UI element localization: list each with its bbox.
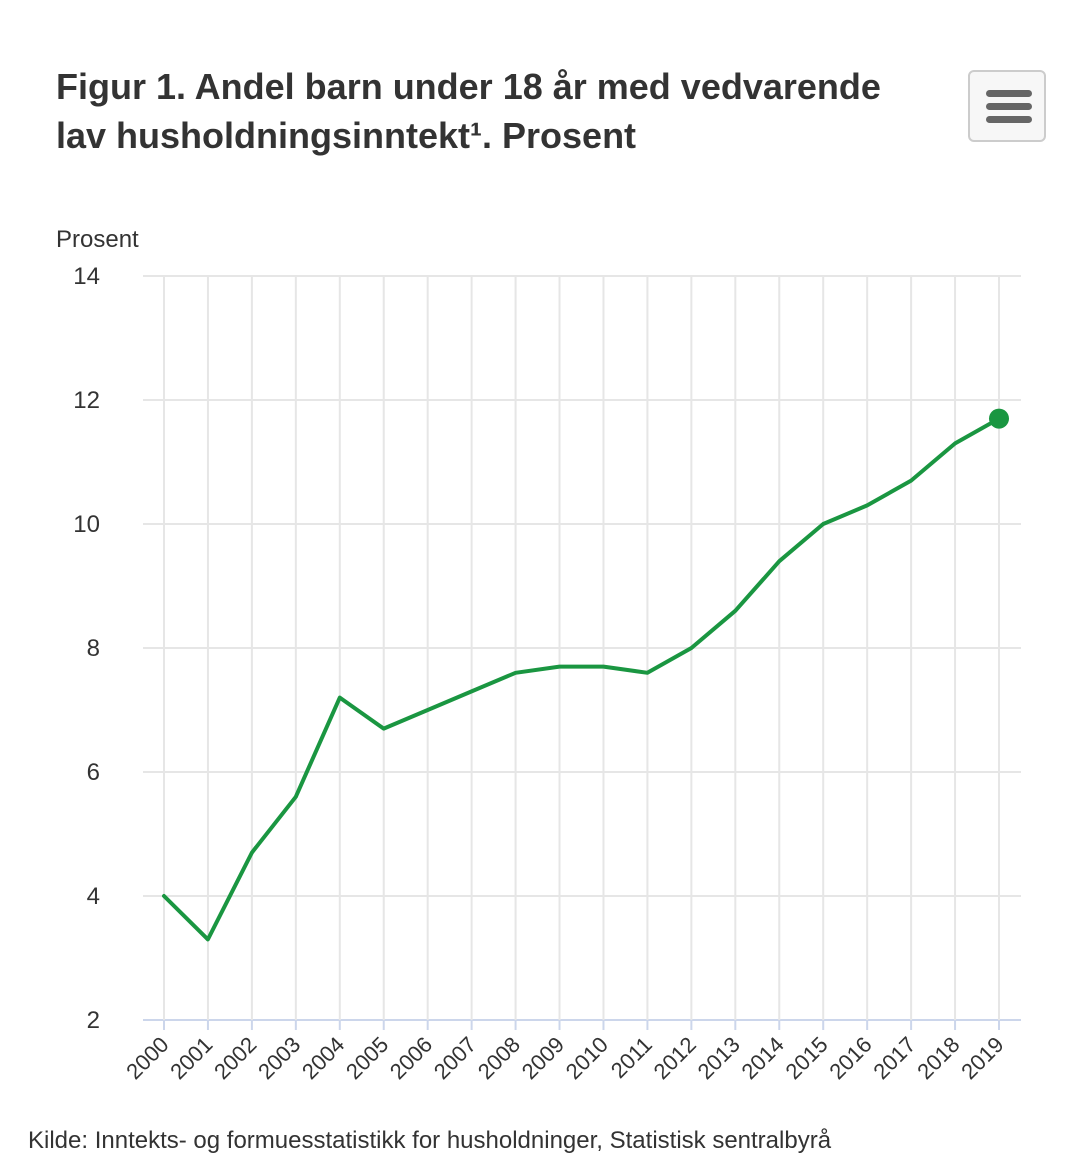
x-tick-label: 2000 (121, 1032, 173, 1084)
series-layer (162, 408, 1009, 942)
x-tick-label: 2001 (165, 1032, 217, 1084)
y-tick-label: 6 (87, 759, 100, 786)
y-tick-label: 4 (87, 883, 100, 910)
x-tick-label: 2019 (956, 1032, 1008, 1084)
x-tick-label: 2013 (693, 1032, 745, 1084)
x-tick-label: 2011 (606, 1032, 657, 1083)
x-tick-label: 2018 (912, 1032, 964, 1084)
x-tick-label: 2005 (341, 1032, 393, 1084)
y-axis-label: Prosent (56, 226, 139, 253)
data-point-marker (989, 408, 1009, 429)
x-tick-label: 2017 (868, 1032, 920, 1084)
series-line (162, 416, 1001, 942)
y-tick-label: 2 (87, 1007, 100, 1034)
x-tick-label: 2003 (253, 1032, 305, 1084)
source-note: Kilde: Inntekts- og formuesstatistikk fo… (28, 1127, 832, 1154)
x-tick-label: 2002 (209, 1032, 261, 1084)
x-tick-label: 2008 (473, 1032, 525, 1084)
x-tick-label: 2014 (737, 1032, 789, 1084)
y-tick-label: 14 (73, 263, 100, 290)
x-tick-label: 2006 (385, 1032, 437, 1084)
chart-menu-button[interactable] (968, 70, 1046, 142)
y-axis-ticks: 2 4 6 8 10 12 14 (73, 263, 100, 1034)
x-tick-label: 2004 (297, 1032, 349, 1084)
x-tick-label: 2016 (824, 1032, 876, 1084)
hamburger-menu-icon (986, 90, 1032, 97)
chart-title: Figur 1. Andel barn under 18 år med vedv… (56, 66, 881, 156)
y-tick-label: 8 (87, 635, 100, 662)
x-axis-ticks: 2000200120022003200420052006200720082009… (121, 1032, 1008, 1084)
y-tick-label: 10 (73, 511, 100, 538)
x-tick-label: 2009 (517, 1032, 569, 1084)
x-tick-label: 2007 (429, 1032, 481, 1084)
grid-lines (143, 275, 1021, 1030)
x-tick-label: 2012 (649, 1032, 701, 1084)
x-tick-label: 2015 (780, 1032, 832, 1084)
hamburger-menu-icon-bar (986, 103, 1032, 110)
y-tick-label: 12 (73, 387, 100, 414)
x-tick-label: 2010 (561, 1032, 613, 1084)
hamburger-menu-icon-bar (986, 116, 1032, 123)
